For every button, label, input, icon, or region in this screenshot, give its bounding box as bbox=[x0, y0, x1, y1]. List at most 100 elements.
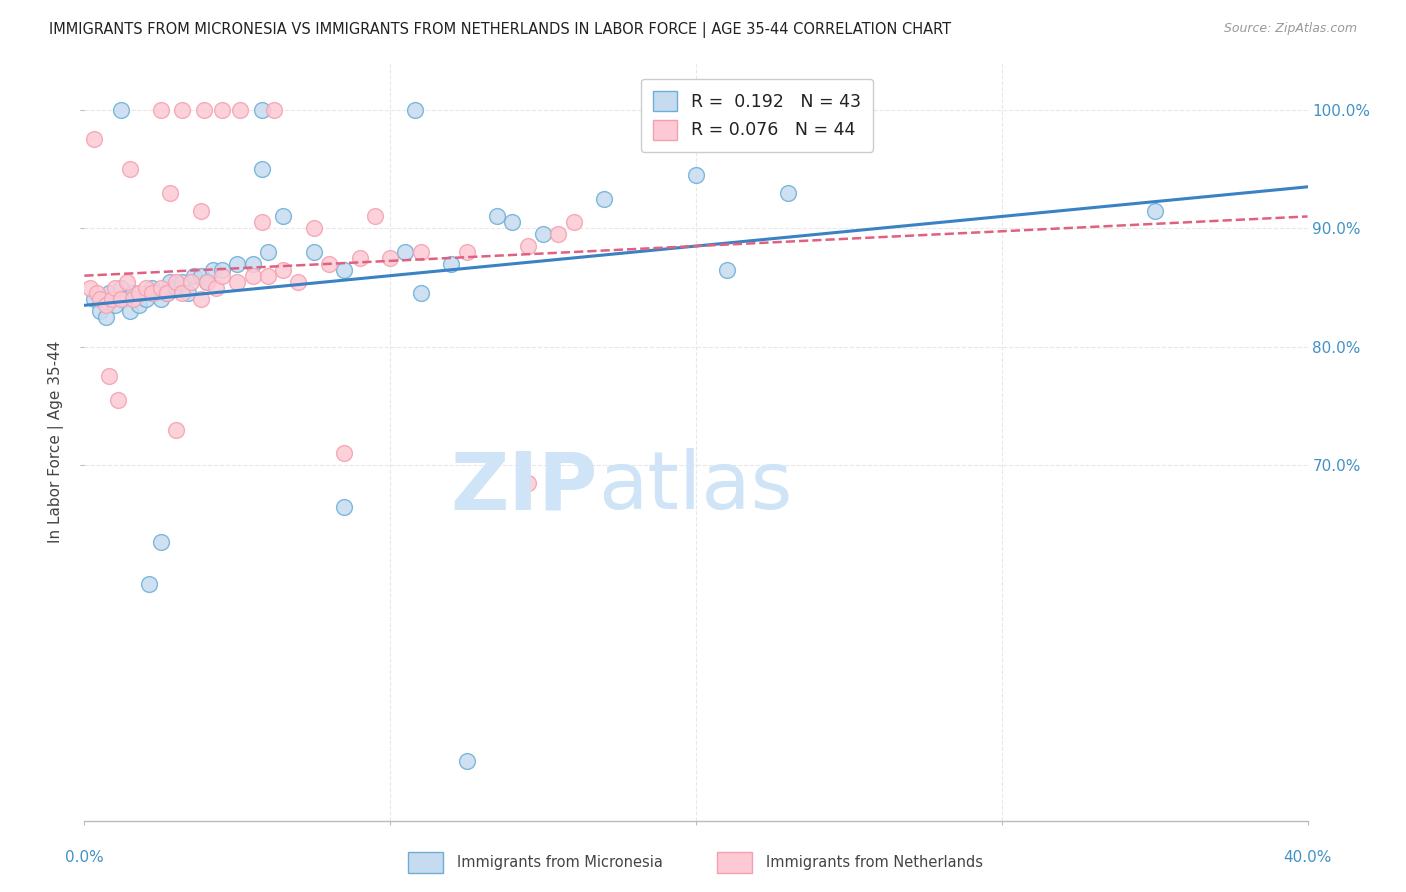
Point bbox=[135, 280, 157, 294]
Point bbox=[547, 227, 569, 242]
Point bbox=[776, 186, 799, 200]
Text: Source: ZipAtlas.com: Source: ZipAtlas.com bbox=[1223, 22, 1357, 36]
Text: 40.0%: 40.0% bbox=[1284, 850, 1331, 865]
Point bbox=[165, 280, 187, 294]
Point bbox=[716, 262, 738, 277]
Point bbox=[250, 215, 273, 229]
Point bbox=[104, 298, 127, 312]
Point bbox=[83, 132, 105, 146]
Point bbox=[516, 475, 538, 490]
Point bbox=[149, 103, 172, 117]
Point bbox=[440, 257, 463, 271]
Point bbox=[201, 262, 224, 277]
Point bbox=[112, 293, 135, 307]
Point bbox=[122, 286, 145, 301]
Point bbox=[195, 275, 218, 289]
Point bbox=[110, 103, 132, 117]
Point bbox=[211, 268, 233, 283]
Point bbox=[101, 293, 124, 307]
Point bbox=[531, 227, 554, 242]
Point bbox=[211, 103, 233, 117]
Point bbox=[593, 192, 616, 206]
Point bbox=[165, 423, 187, 437]
Text: Immigrants from Netherlands: Immigrants from Netherlands bbox=[766, 855, 983, 870]
Point bbox=[271, 210, 294, 224]
Text: atlas: atlas bbox=[598, 448, 793, 526]
Point bbox=[250, 103, 273, 117]
Point bbox=[394, 244, 416, 259]
Point bbox=[183, 268, 205, 283]
Point bbox=[110, 280, 132, 294]
Point bbox=[349, 251, 371, 265]
Point bbox=[333, 500, 356, 514]
Point bbox=[685, 168, 707, 182]
FancyBboxPatch shape bbox=[717, 852, 752, 873]
Point bbox=[141, 286, 163, 301]
Point bbox=[250, 162, 273, 177]
Point bbox=[120, 162, 142, 177]
Point bbox=[79, 280, 101, 294]
Point bbox=[159, 186, 181, 200]
Point bbox=[141, 280, 163, 294]
Point bbox=[172, 103, 194, 117]
Point bbox=[333, 446, 356, 460]
Point bbox=[172, 286, 194, 301]
Point bbox=[409, 244, 432, 259]
Point bbox=[138, 576, 160, 591]
Point bbox=[257, 244, 280, 259]
Point bbox=[180, 275, 202, 289]
FancyBboxPatch shape bbox=[408, 852, 443, 873]
Point bbox=[242, 268, 264, 283]
Point bbox=[193, 103, 215, 117]
Point bbox=[149, 535, 172, 549]
Point bbox=[1143, 203, 1166, 218]
Point bbox=[409, 286, 432, 301]
Point bbox=[242, 257, 264, 271]
Point bbox=[195, 275, 218, 289]
Point bbox=[97, 286, 120, 301]
Point bbox=[302, 244, 325, 259]
Point bbox=[172, 275, 194, 289]
Point bbox=[229, 103, 252, 117]
Point bbox=[104, 280, 127, 294]
Point bbox=[110, 293, 132, 307]
Point bbox=[404, 103, 426, 117]
Point bbox=[128, 286, 150, 301]
Point bbox=[456, 755, 478, 769]
Point bbox=[94, 310, 117, 325]
Text: Immigrants from Micronesia: Immigrants from Micronesia bbox=[457, 855, 662, 870]
Text: IMMIGRANTS FROM MICRONESIA VS IMMIGRANTS FROM NETHERLANDS IN LABOR FORCE | AGE 3: IMMIGRANTS FROM MICRONESIA VS IMMIGRANTS… bbox=[49, 22, 952, 38]
Point bbox=[122, 293, 145, 307]
Point bbox=[364, 210, 387, 224]
Point bbox=[516, 239, 538, 253]
Point bbox=[318, 257, 340, 271]
Point bbox=[287, 275, 309, 289]
Point bbox=[149, 293, 172, 307]
Point bbox=[143, 286, 166, 301]
Point bbox=[83, 293, 105, 307]
Point bbox=[205, 280, 228, 294]
Point bbox=[380, 251, 402, 265]
Point bbox=[263, 103, 285, 117]
Point bbox=[159, 275, 181, 289]
Point bbox=[302, 221, 325, 235]
Point bbox=[257, 268, 280, 283]
Point bbox=[502, 215, 524, 229]
Point bbox=[165, 275, 187, 289]
Point bbox=[211, 262, 233, 277]
Point bbox=[89, 293, 111, 307]
Point bbox=[190, 293, 212, 307]
Point bbox=[190, 268, 212, 283]
Point bbox=[128, 298, 150, 312]
Point bbox=[177, 286, 200, 301]
Point bbox=[94, 298, 117, 312]
Point bbox=[271, 262, 294, 277]
Point bbox=[149, 280, 172, 294]
Point bbox=[107, 393, 129, 408]
Point bbox=[226, 257, 249, 271]
Point bbox=[486, 210, 509, 224]
Text: 0.0%: 0.0% bbox=[65, 850, 104, 865]
Point bbox=[135, 293, 157, 307]
Point bbox=[86, 286, 108, 301]
Point bbox=[115, 275, 138, 289]
